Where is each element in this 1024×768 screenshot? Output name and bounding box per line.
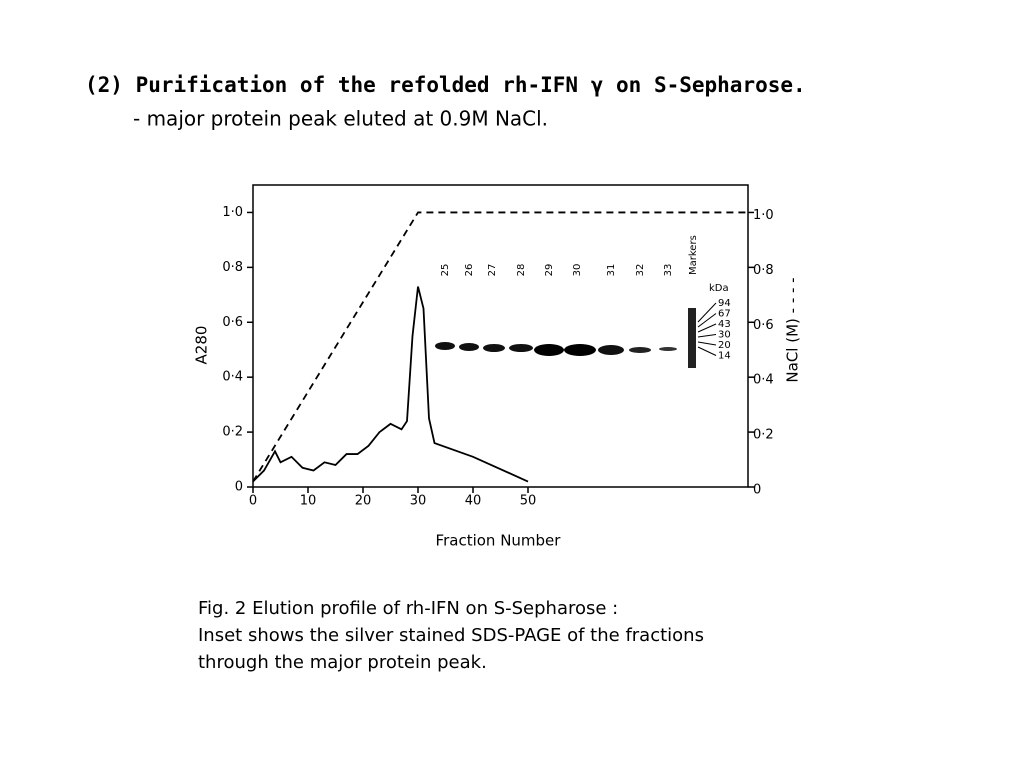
nacl-line <box>252 211 748 482</box>
y-tick-label: 0·6 <box>222 315 243 330</box>
y2-tick-label: 0·6 <box>753 318 774 333</box>
gel-lane-label: 25 <box>440 264 451 277</box>
y-tick-label: 0·4 <box>222 370 243 385</box>
gel-lane-label: 30 <box>572 264 583 277</box>
slide-subtitle: - major protein peak eluted at 0.9M NaCl… <box>133 107 548 131</box>
marker-size: 67 <box>718 309 731 320</box>
caption-line: through the major protein peak. <box>198 652 487 673</box>
plot-frame <box>252 184 749 488</box>
gel-lane-label: 27 <box>487 264 498 277</box>
gel-band <box>659 347 677 351</box>
caption-line: Inset shows the silver stained SDS-PAGE … <box>198 625 704 646</box>
a280-line <box>252 286 529 483</box>
gel-lane-label: Markers <box>688 235 699 275</box>
y2-tick-label: 0·8 <box>753 263 774 278</box>
x-tick-label: 50 <box>520 494 537 509</box>
gel-band <box>564 344 596 356</box>
gel-lane-label: 31 <box>606 264 617 277</box>
y-tick-label: 1·0 <box>222 205 243 220</box>
marker-lane <box>688 308 696 368</box>
y2-axis-label: NaCl (M) - - - - <box>784 277 802 382</box>
gel-lane-label: 32 <box>635 264 646 277</box>
slide-title: (2) Purification of the refolded rh-IFN … <box>85 73 806 97</box>
y-tick-label: 0·2 <box>222 425 243 440</box>
y2-tick-label: 0·4 <box>753 373 774 388</box>
marker-pointer <box>697 341 717 346</box>
marker-pointer <box>697 334 717 338</box>
gel-lane-label: 28 <box>516 264 527 277</box>
marker-pointer <box>697 323 717 333</box>
gel-inset <box>435 308 696 368</box>
y2-tick-label: 1·0 <box>753 208 774 223</box>
gel-band <box>483 344 505 352</box>
gel-unit: kDa <box>709 283 729 294</box>
caption-line: Fig. 2 Elution profile of rh-IFN on S-Se… <box>198 598 618 619</box>
gel-band <box>459 343 479 351</box>
gel-lane-label: 33 <box>663 264 674 277</box>
x-tick-label: 20 <box>355 494 372 509</box>
gel-lane-label: 29 <box>544 264 555 277</box>
x-tick-label: 10 <box>300 494 317 509</box>
gel-band <box>509 344 533 352</box>
marker-size: 94 <box>718 298 731 309</box>
x-axis-label: Fraction Number <box>436 532 562 550</box>
y-tick-label: 0·8 <box>222 260 243 275</box>
marker-pointer <box>697 313 717 328</box>
y2-tick-label: 0·2 <box>753 428 774 443</box>
gel-band <box>598 345 624 355</box>
marker-size: 14 <box>718 351 731 362</box>
y-tick-label: 0 <box>235 480 243 495</box>
y-axis-label: A280 <box>193 326 211 365</box>
marker-size: 43 <box>718 319 731 330</box>
gel-band <box>534 344 564 356</box>
gel-band <box>629 347 651 353</box>
x-tick-label: 40 <box>465 494 482 509</box>
marker-pointer <box>697 346 717 356</box>
marker-size: 20 <box>718 340 731 351</box>
marker-size: 30 <box>718 330 731 341</box>
gel-lane-label: 26 <box>464 264 475 277</box>
x-tick-label: 0 <box>249 494 257 509</box>
y2-tick-label: 0 <box>753 483 761 498</box>
x-tick-label: 30 <box>410 494 427 509</box>
marker-pointer <box>697 302 717 323</box>
gel-band <box>435 342 455 350</box>
